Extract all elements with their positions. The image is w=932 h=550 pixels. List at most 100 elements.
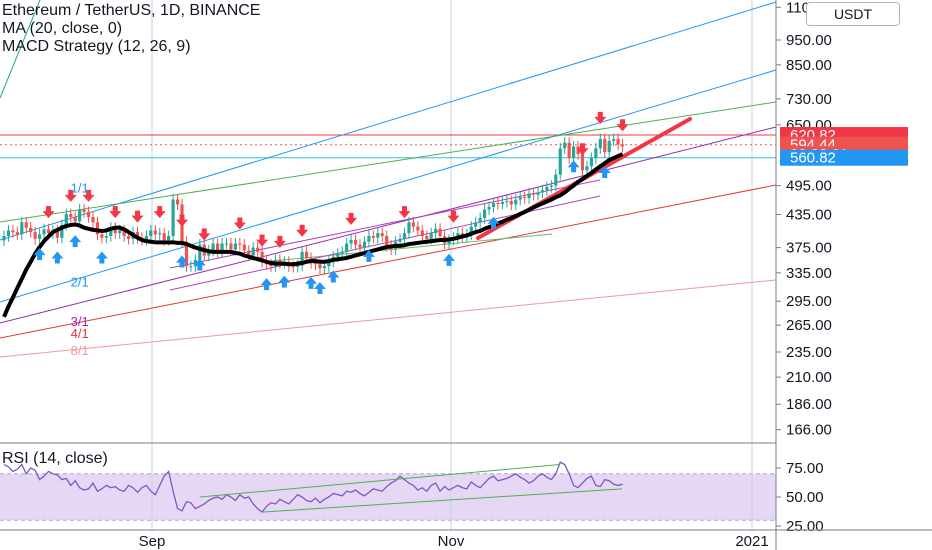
candle-body — [434, 229, 437, 233]
sell-arrow-icon — [234, 218, 246, 230]
candle-body — [572, 146, 575, 158]
candle-body — [42, 229, 45, 234]
candle-body — [34, 232, 37, 239]
buy-arrow-icon — [278, 276, 290, 288]
candle-body — [559, 148, 562, 174]
candle-body — [292, 266, 295, 267]
candle-body — [367, 236, 370, 242]
candle-body — [372, 236, 375, 238]
buy-arrow-icon — [327, 271, 339, 283]
candle-body — [87, 212, 90, 217]
candle-body — [483, 209, 486, 218]
candle-body — [403, 233, 406, 239]
candle-body — [545, 187, 548, 190]
candle-body — [590, 158, 593, 166]
candle-body — [381, 233, 384, 236]
time-tick-label: Sep — [139, 533, 166, 550]
time-tick-label: Nov — [438, 533, 465, 550]
candle-body — [510, 201, 513, 204]
candle-body — [492, 203, 495, 207]
sell-arrow-icon — [176, 215, 188, 227]
candle-body — [2, 236, 5, 241]
price-tick-label: 265.00 — [786, 317, 832, 334]
candle-body — [105, 236, 108, 238]
rsi-tick-label: 25.00 — [786, 518, 824, 535]
fan-line-3-1 — [0, 127, 776, 323]
candle-body — [416, 227, 419, 231]
candle-body — [621, 145, 624, 147]
candle-body — [514, 200, 517, 205]
candle-body — [189, 266, 192, 267]
candle-body — [341, 252, 344, 254]
candle-body — [167, 236, 170, 240]
candle-body — [501, 202, 504, 204]
candle-body — [376, 233, 379, 238]
candle-body — [323, 266, 326, 268]
ma-legend: MA (20, close, 0) — [2, 20, 122, 38]
candle-body — [599, 139, 602, 148]
price-tick-label: 730.00 — [786, 91, 832, 108]
macd-legend: MACD Strategy (12, 26, 9) — [2, 38, 191, 56]
candle-body — [11, 230, 14, 232]
candle-body — [363, 242, 366, 248]
fan-label: 1/1 — [71, 180, 89, 195]
candle-body — [487, 207, 490, 209]
candle-body — [536, 192, 539, 194]
candle-body — [439, 229, 442, 236]
fan-label: 8/1 — [71, 343, 89, 358]
candle-body — [505, 201, 508, 202]
buy-arrow-icon — [51, 252, 63, 264]
fan-line-8-1 — [0, 280, 776, 357]
sell-arrow-icon — [198, 228, 210, 240]
candle-body — [149, 230, 152, 236]
candle-body — [229, 243, 232, 249]
candle-body — [127, 236, 130, 239]
candle-body — [550, 186, 553, 187]
candle-body — [7, 230, 10, 236]
candle-body — [554, 175, 557, 186]
rsi-legend: RSI (14, close) — [2, 450, 108, 468]
candle-body — [25, 222, 28, 227]
buy-arrow-icon — [69, 235, 81, 247]
candle-body — [385, 236, 388, 246]
sell-arrow-icon — [109, 206, 121, 218]
candle-body — [407, 222, 410, 233]
candle-body — [519, 197, 522, 199]
currency-button[interactable]: USDT — [806, 2, 900, 26]
ma-line — [4, 154, 623, 317]
candle-body — [69, 214, 72, 217]
candle-body — [318, 264, 321, 268]
candle-body — [78, 209, 81, 221]
candle-body — [83, 209, 86, 212]
candle-body — [358, 245, 361, 248]
candle-body — [172, 200, 175, 236]
candle-body — [238, 243, 241, 244]
buy-arrow-icon — [305, 277, 317, 289]
channel-upper-line — [0, 102, 776, 222]
sell-arrow-icon — [296, 225, 308, 237]
candle-body — [16, 232, 19, 234]
price-label-text: 560.82 — [790, 150, 836, 167]
price-axis[interactable]: 1100.00950.00850.00730.00650.00495.00435… — [776, 0, 908, 550]
rsi-pane — [0, 444, 776, 530]
candle-body — [608, 141, 611, 152]
price-tick-label: 435.00 — [786, 206, 832, 223]
fan-label: 4/1 — [71, 326, 89, 341]
time-tick-label: 2021 — [735, 533, 768, 550]
moving-average-series — [4, 154, 623, 317]
sell-arrow-icon — [594, 112, 606, 124]
candle-body — [20, 222, 23, 234]
price-tick-label: 335.00 — [786, 265, 832, 282]
candle-body — [225, 243, 228, 244]
sell-arrow-icon — [43, 206, 55, 218]
candle-body — [528, 193, 531, 198]
candle-body — [425, 236, 428, 239]
candlestick-series — [2, 133, 624, 273]
buy-arrow-icon — [96, 252, 108, 264]
candle-body — [176, 200, 179, 205]
candle-body — [252, 248, 255, 256]
candle-body — [430, 233, 433, 239]
candle-body — [474, 222, 477, 226]
candle-body — [74, 217, 77, 221]
